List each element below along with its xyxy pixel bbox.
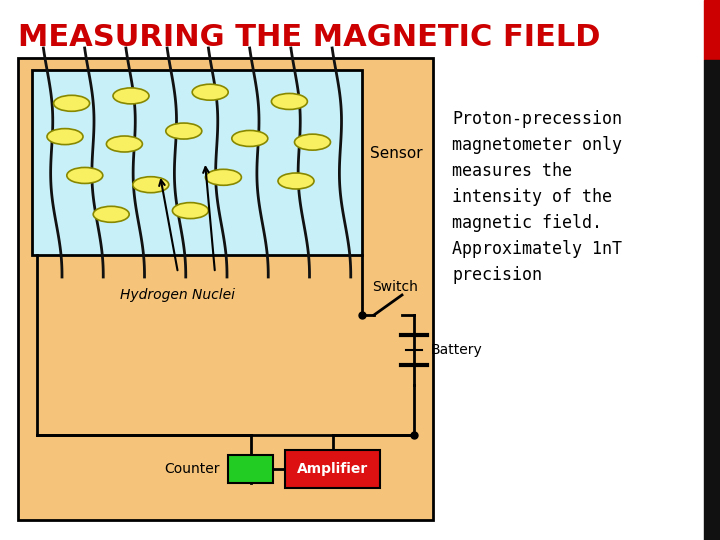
Ellipse shape	[172, 202, 208, 219]
Ellipse shape	[53, 95, 89, 111]
Text: Sensor: Sensor	[370, 146, 423, 161]
Bar	[704, 0, 720, 60]
Ellipse shape	[192, 84, 228, 100]
Text: precision: precision	[452, 266, 542, 284]
Ellipse shape	[93, 206, 129, 222]
Ellipse shape	[205, 170, 241, 185]
Text: MEASURING THE MAGNETIC FIELD: MEASURING THE MAGNETIC FIELD	[18, 24, 600, 52]
Ellipse shape	[278, 173, 314, 189]
Ellipse shape	[47, 129, 83, 145]
Ellipse shape	[107, 136, 143, 152]
Text: magnetometer only: magnetometer only	[452, 136, 622, 154]
Text: Approximately 1nT: Approximately 1nT	[452, 240, 622, 258]
Bar	[285, 450, 380, 488]
Text: measures the: measures the	[452, 162, 572, 180]
Text: magnetic field.: magnetic field.	[452, 214, 602, 232]
Text: Battery: Battery	[431, 343, 482, 357]
Ellipse shape	[294, 134, 330, 150]
Text: Proton-precession: Proton-precession	[452, 110, 622, 128]
Bar	[704, 60, 720, 540]
Ellipse shape	[232, 131, 268, 146]
Bar	[32, 70, 362, 255]
Bar	[228, 455, 273, 483]
Ellipse shape	[67, 167, 103, 184]
Ellipse shape	[271, 93, 307, 110]
Text: Counter: Counter	[164, 462, 220, 476]
Bar	[18, 58, 433, 520]
Ellipse shape	[113, 88, 149, 104]
Text: Amplifier: Amplifier	[297, 462, 368, 476]
Ellipse shape	[132, 177, 168, 193]
Text: Hydrogen Nuclei: Hydrogen Nuclei	[120, 288, 235, 302]
Text: intensity of the: intensity of the	[452, 188, 612, 206]
Ellipse shape	[166, 123, 202, 139]
Text: Switch: Switch	[372, 280, 418, 294]
